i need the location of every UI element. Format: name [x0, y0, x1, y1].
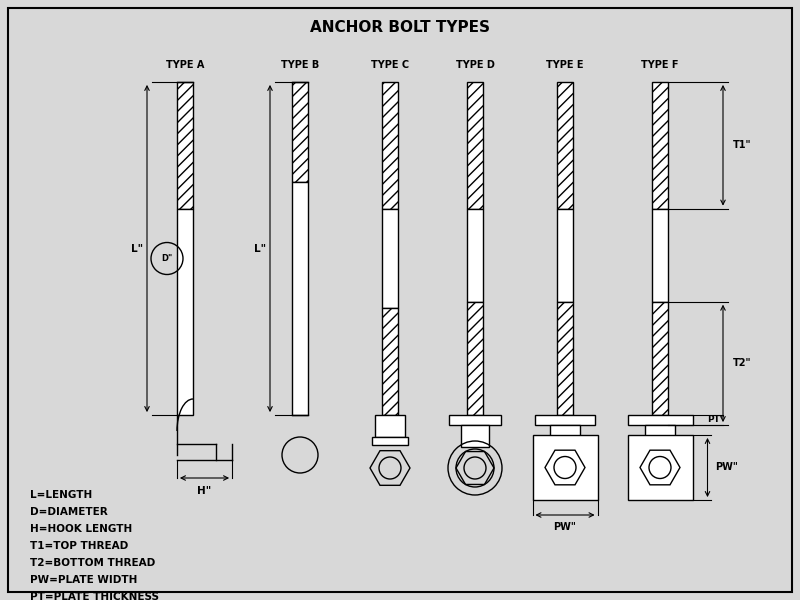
- Text: PW=PLATE WIDTH: PW=PLATE WIDTH: [30, 575, 138, 585]
- Text: L=LENGTH: L=LENGTH: [30, 490, 92, 500]
- Bar: [292, 182, 308, 415]
- Bar: [645, 425, 675, 447]
- Text: TYPE C: TYPE C: [371, 60, 409, 70]
- Bar: [382, 82, 398, 209]
- Bar: [449, 415, 501, 425]
- Bar: [627, 435, 693, 500]
- Bar: [292, 82, 308, 182]
- Bar: [557, 302, 573, 415]
- Text: T1": T1": [733, 140, 751, 150]
- Text: TYPE A: TYPE A: [166, 60, 204, 70]
- Bar: [557, 209, 573, 302]
- Text: PW": PW": [715, 463, 738, 473]
- Text: PT=PLATE THICKNESS: PT=PLATE THICKNESS: [30, 592, 159, 600]
- Bar: [652, 82, 668, 209]
- Bar: [461, 425, 489, 447]
- Bar: [382, 209, 398, 308]
- Text: TYPE E: TYPE E: [546, 60, 584, 70]
- Bar: [550, 425, 580, 447]
- Bar: [557, 82, 573, 209]
- Bar: [382, 308, 398, 415]
- Text: T2=BOTTOM THREAD: T2=BOTTOM THREAD: [30, 558, 155, 568]
- Bar: [627, 415, 693, 425]
- Text: TYPE F: TYPE F: [642, 60, 678, 70]
- Bar: [467, 82, 483, 209]
- Text: PW": PW": [554, 522, 577, 532]
- Bar: [177, 82, 193, 209]
- Text: ANCHOR BOLT TYPES: ANCHOR BOLT TYPES: [310, 20, 490, 35]
- Text: T1=TOP THREAD: T1=TOP THREAD: [30, 541, 128, 551]
- Bar: [533, 435, 598, 500]
- Text: L": L": [131, 244, 143, 253]
- Bar: [652, 209, 668, 302]
- Text: TYPE D: TYPE D: [455, 60, 494, 70]
- Bar: [535, 415, 595, 425]
- Bar: [375, 415, 405, 437]
- Text: D": D": [162, 254, 173, 263]
- Bar: [467, 209, 483, 302]
- Text: H=HOOK LENGTH: H=HOOK LENGTH: [30, 524, 132, 534]
- Text: L": L": [254, 244, 266, 253]
- Text: TYPE B: TYPE B: [281, 60, 319, 70]
- Bar: [177, 209, 193, 415]
- Text: D=DIAMETER: D=DIAMETER: [30, 507, 108, 517]
- Bar: [467, 302, 483, 415]
- Bar: [372, 437, 408, 445]
- Text: T2": T2": [733, 358, 751, 368]
- Text: PT": PT": [707, 415, 725, 425]
- Bar: [652, 302, 668, 415]
- Text: H": H": [198, 486, 212, 496]
